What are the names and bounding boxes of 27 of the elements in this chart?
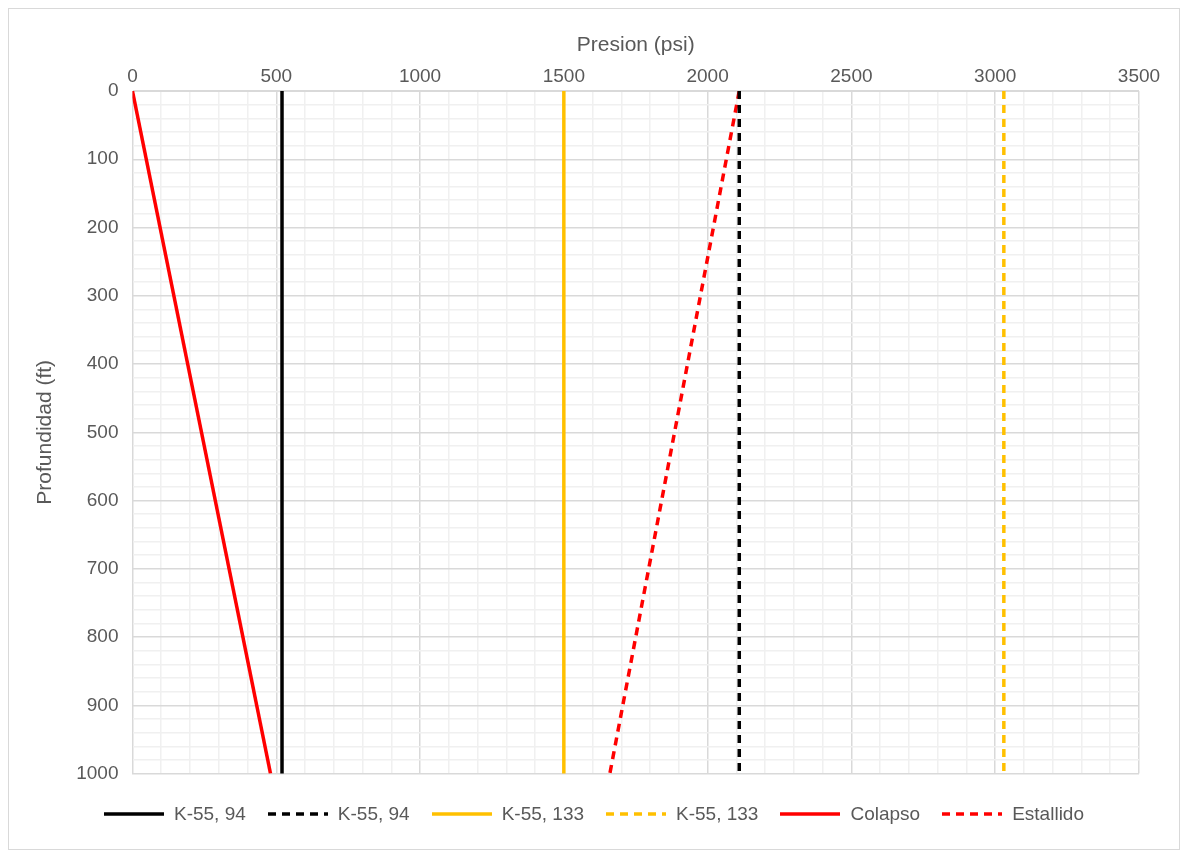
- legend-label: K-55, 94: [337, 803, 410, 825]
- x-tick-label: 0: [127, 64, 138, 86]
- y-tick-label: 1000: [76, 761, 119, 783]
- legend-label: K-55, 133: [501, 803, 585, 825]
- y-tick-label: 300: [86, 284, 119, 306]
- y-tick-label: 900: [86, 693, 119, 715]
- x-tick-label: 500: [260, 64, 293, 86]
- x-axis-title: Presion (psi): [576, 32, 695, 56]
- y-tick-label: 600: [86, 488, 119, 510]
- legend-label: K-55, 94: [173, 803, 246, 825]
- x-tick-label: 3500: [1117, 64, 1161, 86]
- y-tick-label: 700: [86, 557, 119, 579]
- legend-label: Estallido: [1012, 803, 1084, 825]
- y-tick-label: 400: [86, 352, 119, 374]
- y-axis-title: Profundidad (ft): [32, 359, 56, 505]
- x-tick-label: 1500: [542, 64, 585, 86]
- y-tick-label: 0: [107, 79, 119, 101]
- y-tick-label: 500: [86, 420, 119, 442]
- x-tick-label: 1000: [398, 64, 442, 86]
- x-tick-label: 2000: [686, 64, 729, 86]
- legend-label: Colapso: [850, 803, 921, 825]
- x-tick-label: 3000: [974, 64, 1017, 86]
- legend-label: K-55, 133: [676, 803, 759, 825]
- y-tick-label: 100: [86, 147, 119, 169]
- y-tick-label: 200: [86, 215, 119, 237]
- x-tick-label: 2500: [830, 64, 873, 86]
- y-tick-label: 800: [86, 625, 119, 647]
